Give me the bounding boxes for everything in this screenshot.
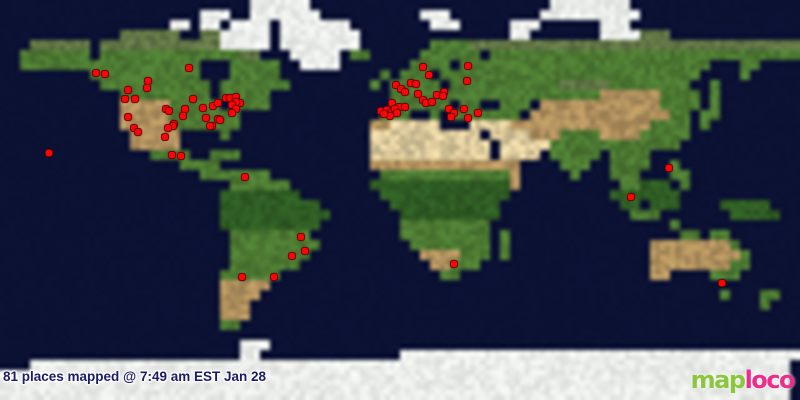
place-marker[interactable] <box>124 113 132 121</box>
place-marker[interactable] <box>214 99 222 107</box>
place-marker[interactable] <box>228 109 236 117</box>
maploco-logo[interactable]: maploco <box>690 366 796 394</box>
place-marker[interactable] <box>164 124 172 132</box>
place-marker[interactable] <box>393 109 401 117</box>
place-marker[interactable] <box>464 114 472 122</box>
place-marker[interactable] <box>121 95 129 103</box>
place-marker[interactable] <box>412 80 420 88</box>
maploco-logo-loco: loco <box>744 366 796 394</box>
place-marker[interactable] <box>419 63 427 71</box>
place-marker[interactable] <box>161 133 169 141</box>
place-marker[interactable] <box>134 128 142 136</box>
place-marker[interactable] <box>177 152 185 160</box>
place-marker[interactable] <box>460 105 468 113</box>
place-marker[interactable] <box>447 113 455 121</box>
place-marker[interactable] <box>380 110 388 118</box>
place-marker[interactable] <box>92 69 100 77</box>
maploco-logo-map: map <box>690 366 746 394</box>
place-marker[interactable] <box>665 164 673 172</box>
place-marker[interactable] <box>428 98 436 106</box>
place-marker[interactable] <box>45 149 53 157</box>
place-marker[interactable] <box>474 109 482 117</box>
place-marker[interactable] <box>464 62 472 70</box>
place-marker[interactable] <box>168 151 176 159</box>
map-status-label: 81 places mapped @ 7:49 am EST Jan 28 <box>3 369 267 384</box>
place-marker[interactable] <box>439 92 447 100</box>
place-marker[interactable] <box>414 90 422 98</box>
place-marker[interactable] <box>199 104 207 112</box>
place-marker[interactable] <box>179 112 187 120</box>
place-marker[interactable] <box>401 103 409 111</box>
place-marker[interactable] <box>124 86 132 94</box>
place-marker[interactable] <box>238 273 246 281</box>
place-marker[interactable] <box>297 233 305 241</box>
place-marker[interactable] <box>425 71 433 79</box>
place-marker[interactable] <box>450 260 458 268</box>
place-marker[interactable] <box>627 193 635 201</box>
place-marker[interactable] <box>216 116 224 124</box>
place-marker[interactable] <box>189 95 197 103</box>
place-marker[interactable] <box>301 247 309 255</box>
place-marker[interactable] <box>241 173 249 181</box>
place-marker[interactable] <box>463 77 471 85</box>
place-marker[interactable] <box>270 273 278 281</box>
place-marker[interactable] <box>718 279 726 287</box>
place-marker[interactable] <box>288 252 296 260</box>
place-marker[interactable] <box>101 70 109 78</box>
place-marker[interactable] <box>202 114 210 122</box>
place-marker[interactable] <box>131 95 139 103</box>
place-marker[interactable] <box>401 88 409 96</box>
place-marker[interactable] <box>206 122 214 130</box>
place-marker[interactable] <box>165 107 173 115</box>
place-marker[interactable] <box>143 84 151 92</box>
place-marker[interactable] <box>185 64 193 72</box>
